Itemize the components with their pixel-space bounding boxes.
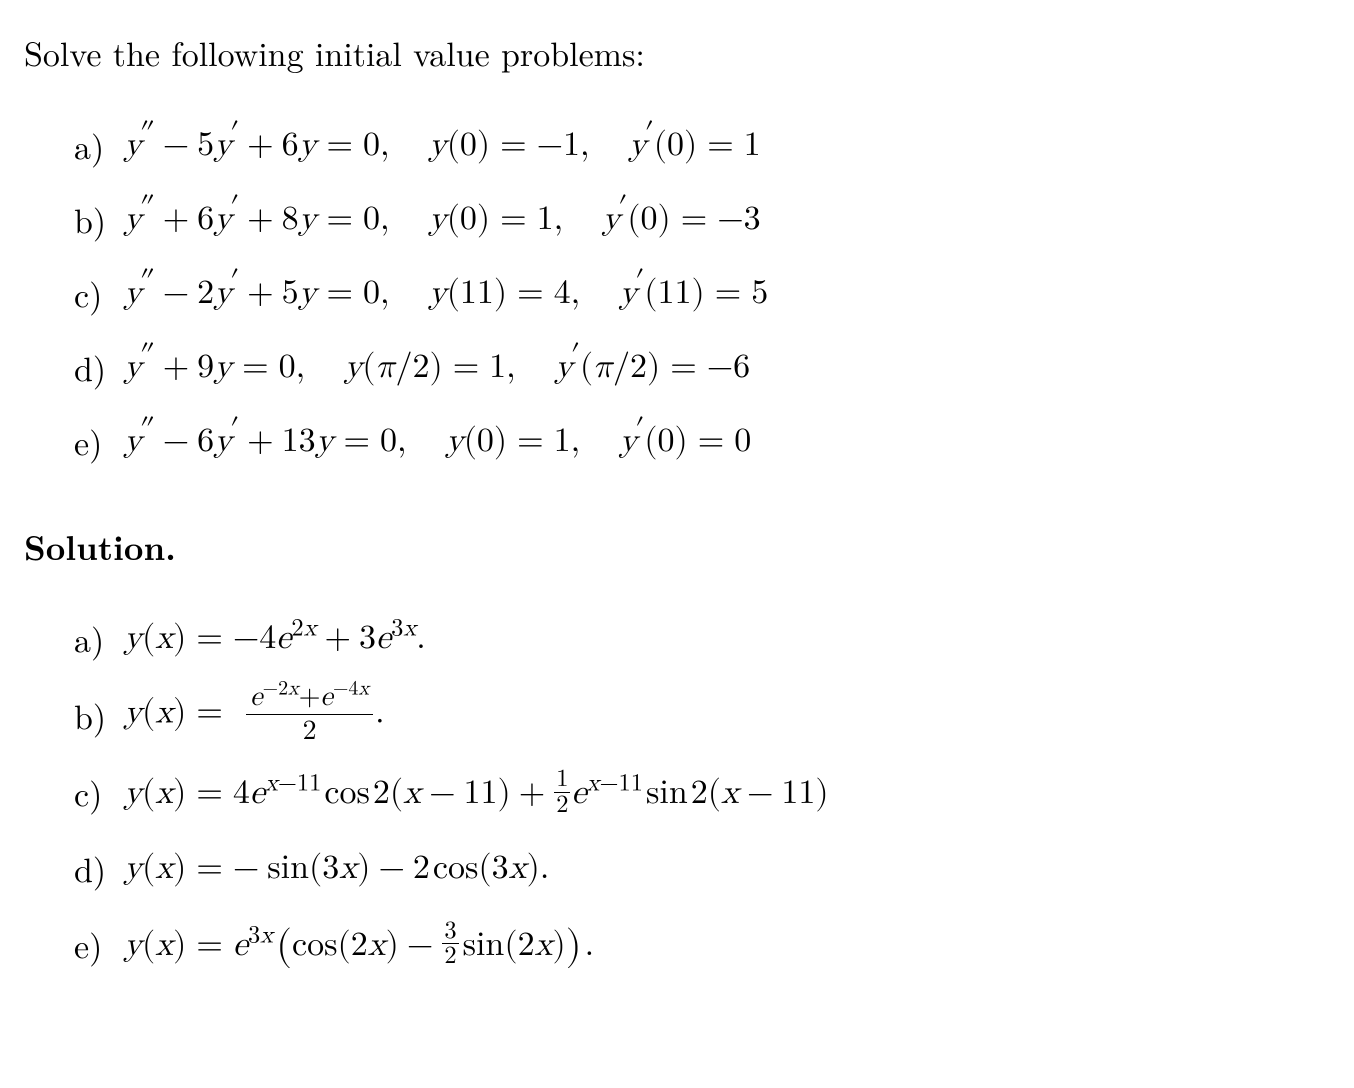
solution-e-label: e) (74, 920, 124, 968)
solution-d: d) y(x)=−sin(3x)−2cos(3x). (74, 837, 1334, 899)
problem-a-label: a) (74, 121, 124, 169)
solution-e: e) y(x)=e3x(cos(2x)−32sin(2x)). (74, 913, 1334, 975)
problem-e: e) y″−6y′+13y=0, y(0)=1, y′(0)=0 (74, 412, 1334, 470)
problem-c-label: c) (74, 269, 124, 317)
problem-b: b) y″+6y′+8y=0, y(0)=1, y′(0)=−3 (74, 190, 1334, 248)
solution-d-math: y(x)=−sin(3x)−2cos(3x). (124, 848, 549, 889)
problem-e-math: y″−6y′+13y=0, y(0)=1, y′(0)=0 (124, 421, 751, 462)
solution-b-math: y(x)= e−2x+e−4x 2 . (124, 683, 385, 747)
problem-d: d) y″+9y=0, y(π/2)=1, y′(π/2)=−6 (74, 338, 1334, 396)
problem-d-math: y″+9y=0, y(π/2)=1, y′(π/2)=−6 (124, 347, 750, 388)
solution-a-label: a) (74, 614, 124, 662)
problem-e-label: e) (74, 417, 124, 465)
solution-e-math: y(x)=e3x(cos(2x)−32sin(2x)). (124, 919, 594, 970)
solution-a-math: y(x)=−4e2x+3e3x. (124, 618, 426, 659)
solution-list: a) y(x)=−4e2x+3e3x. b) y(x)= e−2x+e−4x 2… (24, 607, 1334, 975)
intro-text: Solve the following initial value proble… (24, 28, 1334, 76)
problem-b-math: y″+6y′+8y=0, y(0)=1, y′(0)=−3 (124, 199, 761, 240)
problem-list: a) y″−5y′+6y=0, y(0)=−1, y′(0)=1 b) y″+6… (24, 116, 1334, 470)
problem-b-label: b) (74, 195, 124, 243)
problem-c: c) y″−2y′+5y=0, y(11)=4, y′(11)=5 (74, 264, 1334, 322)
problem-d-label: d) (74, 343, 124, 391)
problem-a-math: y″−5y′+6y=0, y(0)=−1, y′(0)=1 (124, 125, 761, 166)
solution-b-label: b) (74, 691, 124, 739)
solution-c-label: c) (74, 768, 124, 816)
solution-a: a) y(x)=−4e2x+3e3x. (74, 607, 1334, 669)
solution-b: b) y(x)= e−2x+e−4x 2 . (74, 683, 1334, 747)
problem-c-math: y″−2y′+5y=0, y(11)=4, y′(11)=5 (124, 273, 768, 314)
solution-d-label: d) (74, 844, 124, 892)
solution-c-math: y(x)=4ex−11cos2(x−11)+12ex−11sin2(x−11) (124, 767, 829, 817)
solution-heading: Solution. (24, 522, 1334, 571)
solution-c: c) y(x)=4ex−11cos2(x−11)+12ex−11sin2(x−1… (74, 761, 1334, 823)
problem-a: a) y″−5y′+6y=0, y(0)=−1, y′(0)=1 (74, 116, 1334, 174)
